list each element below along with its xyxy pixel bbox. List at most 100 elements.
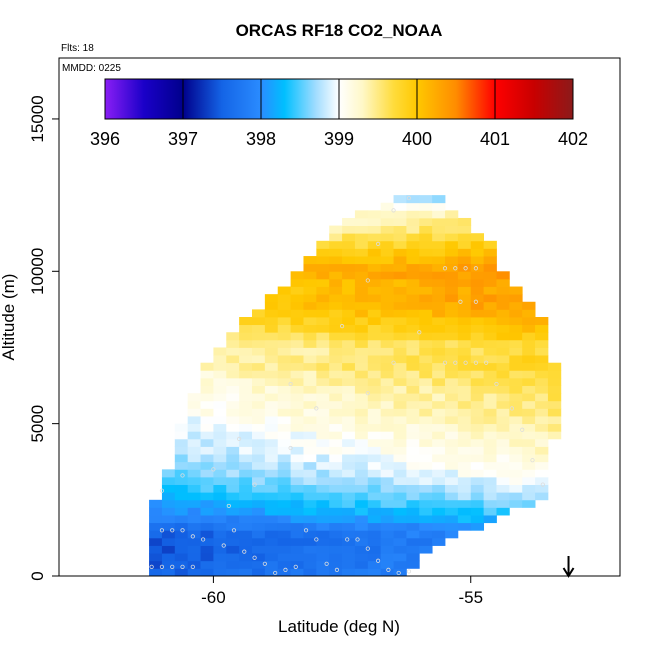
heatmap-cell	[367, 454, 382, 463]
heatmap-cell	[226, 446, 240, 455]
heatmap-cell	[419, 370, 433, 379]
heatmap-cell	[252, 545, 266, 554]
heatmap-cell	[316, 553, 330, 562]
heatmap-cell	[432, 217, 446, 226]
heatmap-cell	[239, 339, 253, 348]
heatmap-cell	[457, 233, 472, 242]
heatmap-cell	[277, 530, 292, 539]
heatmap-cell	[496, 301, 510, 310]
heatmap-cell	[239, 324, 253, 333]
heatmap-cell	[445, 469, 459, 478]
heatmap-cell	[483, 240, 497, 249]
heatmap-cell	[432, 301, 446, 310]
heatmap-cell	[380, 263, 394, 272]
heatmap-cell	[354, 515, 369, 524]
heatmap-cell	[470, 454, 485, 463]
heatmap-cell	[419, 210, 433, 219]
heatmap-cell	[445, 332, 459, 341]
heatmap-cell	[187, 446, 201, 455]
heatmap-cell	[316, 278, 330, 287]
heatmap-cell	[187, 560, 201, 569]
heatmap-cell	[329, 530, 343, 539]
track-point	[237, 436, 242, 441]
heatmap-cell	[470, 431, 485, 440]
colorbar-tick-label: 400	[402, 129, 432, 149]
heatmap-cell	[342, 256, 356, 265]
heatmap-cell	[354, 492, 369, 501]
heatmap-cell	[239, 454, 253, 463]
heatmap-cell	[226, 492, 240, 501]
heatmap-cell	[303, 393, 317, 402]
heatmap-cell	[457, 324, 472, 333]
heatmap-cell	[393, 522, 407, 531]
heatmap-cell	[393, 370, 407, 379]
heatmap-cell	[380, 286, 394, 295]
heatmap-cell	[329, 537, 343, 546]
heatmap-cell	[419, 507, 433, 516]
heatmap-cell	[432, 278, 446, 287]
heatmap-cell	[252, 560, 266, 569]
heatmap-cell	[457, 317, 472, 326]
heatmap-cell	[445, 385, 459, 394]
heatmap-cell	[380, 530, 394, 539]
heatmap-cell	[277, 370, 292, 379]
heatmap-cell	[329, 362, 343, 371]
heatmap-cell	[419, 217, 433, 226]
heatmap-cell	[252, 515, 266, 524]
heatmap-cell	[445, 248, 459, 257]
heatmap-cell	[226, 499, 240, 508]
heatmap-cell	[419, 454, 433, 463]
heatmap-cell	[264, 469, 279, 478]
heatmap-cell	[239, 400, 253, 409]
heatmap-cell	[264, 377, 279, 386]
heatmap-cell	[149, 507, 163, 516]
heatmap-cell	[535, 484, 549, 493]
heatmap-cell	[329, 278, 343, 287]
heatmap-cell	[316, 515, 330, 524]
heatmap-cell	[277, 568, 292, 577]
heatmap-cell	[200, 446, 214, 455]
track-point	[273, 570, 278, 576]
heatmap-cell	[342, 317, 356, 326]
heatmap-cell	[329, 332, 343, 341]
heatmap-cell	[264, 355, 279, 364]
heatmap-cell	[200, 416, 214, 425]
heatmap-cell	[393, 560, 407, 569]
heatmap-cell	[213, 408, 227, 417]
heatmap-cell	[393, 256, 407, 265]
heatmap-cell	[393, 377, 407, 386]
heatmap-cell	[303, 309, 317, 318]
heatmap-cell	[483, 278, 497, 287]
heatmap-cell	[380, 225, 394, 234]
heatmap-cell	[470, 507, 485, 516]
heatmap-cell	[354, 423, 369, 432]
heatmap-cell	[329, 324, 343, 333]
heatmap-cell	[496, 377, 510, 386]
heatmap-cell	[432, 499, 446, 508]
heatmap-cell	[354, 362, 369, 371]
heatmap-cell	[380, 423, 394, 432]
heatmap-cell	[264, 309, 279, 318]
heatmap-cell	[342, 507, 356, 516]
heatmap-cell	[252, 499, 266, 508]
heatmap-cell	[264, 454, 279, 463]
heatmap-cell	[329, 560, 343, 569]
heatmap-cell	[380, 332, 394, 341]
heatmap-cell	[380, 469, 394, 478]
heatmap-cell	[509, 469, 523, 478]
heatmap-cell	[200, 484, 214, 493]
track-point	[231, 528, 237, 533]
heatmap-cell	[445, 431, 459, 440]
heatmap-cell	[457, 476, 472, 485]
heatmap-cell	[316, 355, 330, 364]
heatmap-cell	[342, 332, 356, 341]
track-point	[334, 567, 340, 573]
heatmap-cell	[457, 416, 472, 425]
heatmap-cell	[406, 271, 420, 280]
heatmap-cell	[187, 416, 201, 425]
heatmap-cell	[367, 507, 382, 516]
heatmap-cell	[367, 210, 382, 219]
heatmap-cell	[367, 393, 382, 402]
heatmap-cell	[354, 568, 369, 577]
heatmap-cell	[187, 530, 201, 539]
